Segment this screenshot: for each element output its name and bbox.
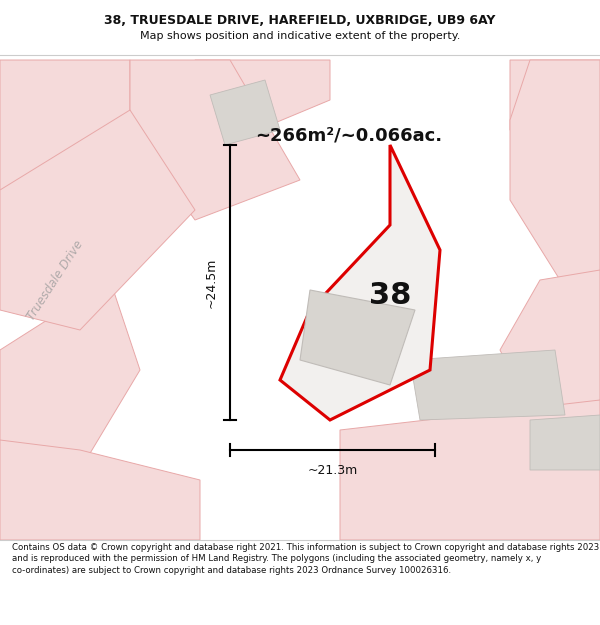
Polygon shape [510, 60, 600, 170]
Text: ~24.5m: ~24.5m [205, 258, 218, 308]
Polygon shape [530, 415, 600, 470]
Text: ~21.3m: ~21.3m [307, 464, 358, 477]
Text: 38: 38 [369, 281, 411, 309]
Polygon shape [0, 110, 195, 330]
Text: 38, TRUESDALE DRIVE, HAREFIELD, UXBRIDGE, UB9 6AY: 38, TRUESDALE DRIVE, HAREFIELD, UXBRIDGE… [104, 14, 496, 27]
Polygon shape [0, 440, 200, 540]
Text: Contains OS data © Crown copyright and database right 2021. This information is : Contains OS data © Crown copyright and d… [12, 542, 599, 575]
Polygon shape [300, 290, 415, 385]
Text: Map shows position and indicative extent of the property.: Map shows position and indicative extent… [140, 31, 460, 41]
Polygon shape [410, 350, 565, 420]
Polygon shape [340, 400, 600, 540]
Polygon shape [280, 145, 440, 420]
Polygon shape [0, 280, 140, 470]
Polygon shape [0, 60, 130, 200]
Polygon shape [195, 60, 330, 125]
Text: ~266m²/~0.066ac.: ~266m²/~0.066ac. [255, 126, 442, 144]
Polygon shape [210, 80, 280, 145]
Text: Truesdale Drive: Truesdale Drive [25, 238, 86, 322]
Polygon shape [510, 60, 600, 300]
Polygon shape [130, 60, 300, 220]
Polygon shape [500, 270, 600, 430]
